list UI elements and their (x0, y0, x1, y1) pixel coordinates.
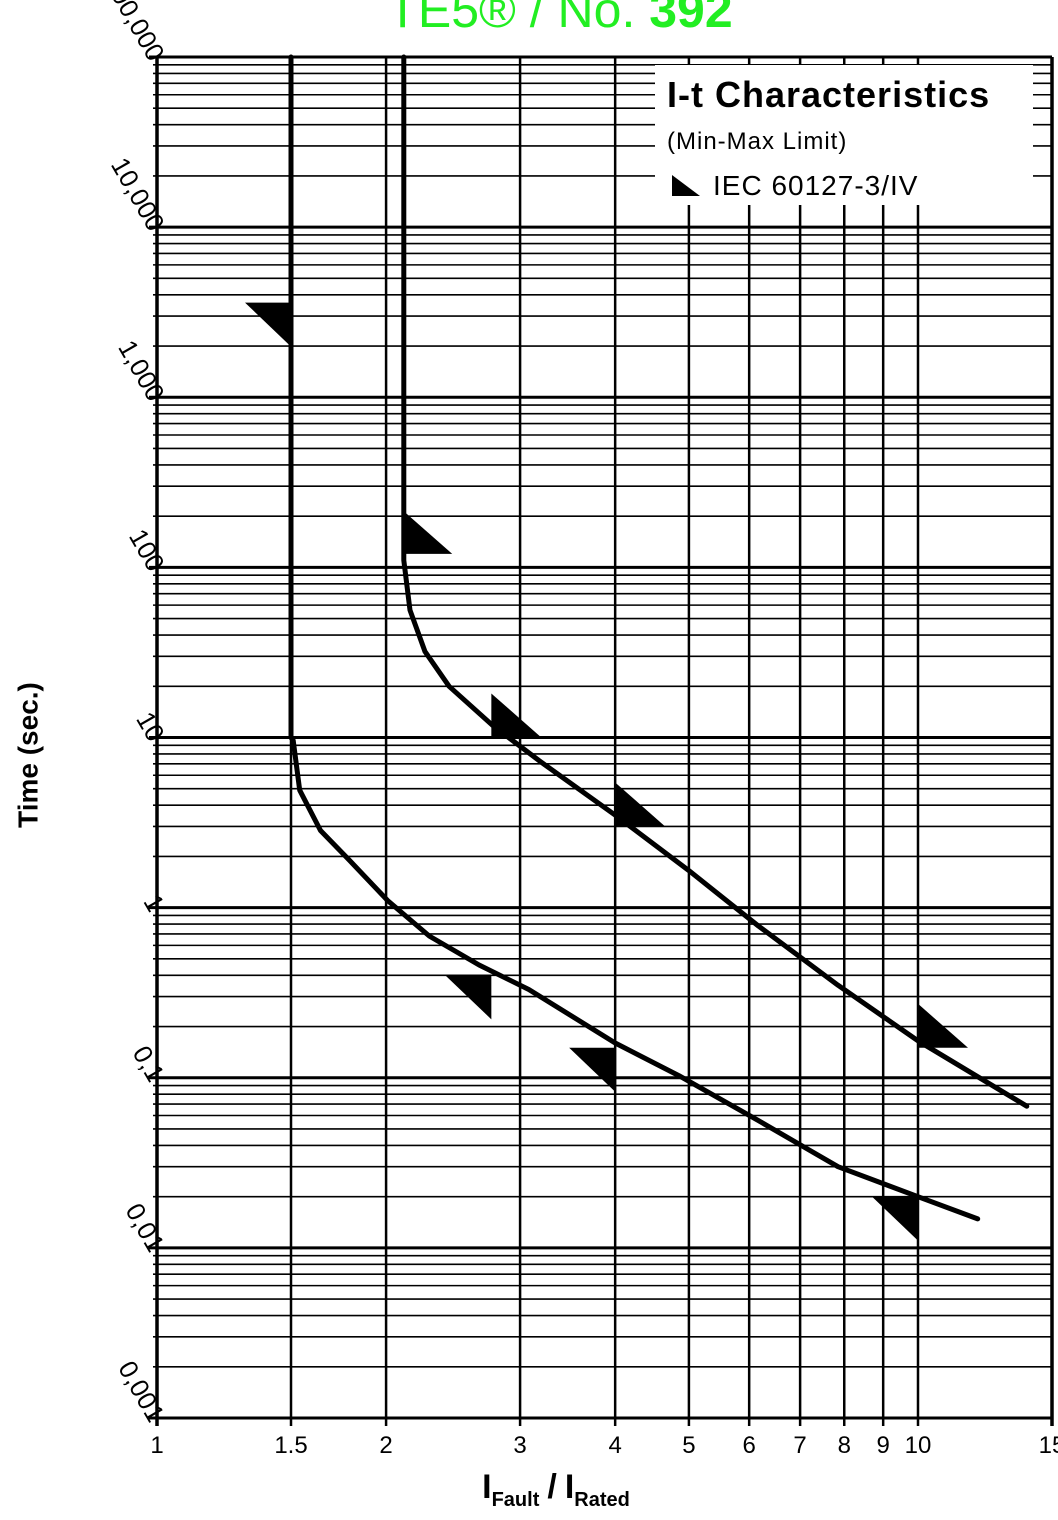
y-axis-label: Time (sec.) (12, 682, 43, 828)
limit-marker (491, 693, 542, 738)
x-tick-label: 1.5 (274, 1432, 307, 1459)
legend-subtitle: (Min-Max Limit) (667, 128, 847, 155)
x-tick-label: 15 (1039, 1432, 1058, 1459)
limit-marker (917, 1003, 968, 1048)
x-tick-label: 5 (682, 1432, 695, 1459)
y-tick-label: 10,000 (105, 152, 171, 236)
title-text: TE5® / No. (387, 0, 635, 38)
legend-marker (672, 175, 700, 196)
limit-marker (569, 1047, 616, 1092)
x-label-part: I (565, 1468, 574, 1506)
y-tick-label: 0,1 (127, 1040, 171, 1086)
x-label-part: Fault (492, 1489, 540, 1511)
title-number: 392 (649, 0, 732, 38)
x-tick-label: 8 (838, 1432, 851, 1459)
limit-marker (615, 782, 666, 827)
x-label-part: I (482, 1468, 491, 1506)
x-tick-label: 7 (793, 1432, 806, 1459)
x-tick-label: 3 (513, 1432, 526, 1459)
limit-marker (445, 975, 492, 1020)
y-tick-label: 10 (130, 706, 170, 746)
limit-marker (402, 509, 453, 554)
legend-box (655, 65, 1033, 205)
legend-title: I-t Characteristics (667, 74, 990, 115)
x-tick-label: 6 (742, 1432, 755, 1459)
series-line (288, 54, 981, 1222)
series-line (401, 54, 1030, 1109)
x-label-part: / (547, 1468, 557, 1506)
x-label-part: Rated (574, 1489, 630, 1511)
y-tick-label: 100,000 (98, 0, 171, 66)
limit-marker (245, 302, 292, 347)
legend: I-t Characteristics (Min-Max Limit) IEC 60… (655, 65, 1033, 205)
x-tick-label: 2 (379, 1432, 392, 1459)
chart-title: TE5® / No. 392 (387, 0, 732, 38)
x-tick-label: 4 (608, 1432, 621, 1459)
y-tick-label: 1 (138, 889, 171, 917)
x-tick-label: 10 (905, 1432, 932, 1459)
x-tick-label: 9 (876, 1432, 889, 1459)
x-axis-label: IFault / IRated (482, 1468, 630, 1511)
x-tick-label: 1 (150, 1432, 163, 1459)
legend-label: IEC 60127-3/IV (713, 170, 918, 201)
limit-marker (871, 1196, 918, 1241)
